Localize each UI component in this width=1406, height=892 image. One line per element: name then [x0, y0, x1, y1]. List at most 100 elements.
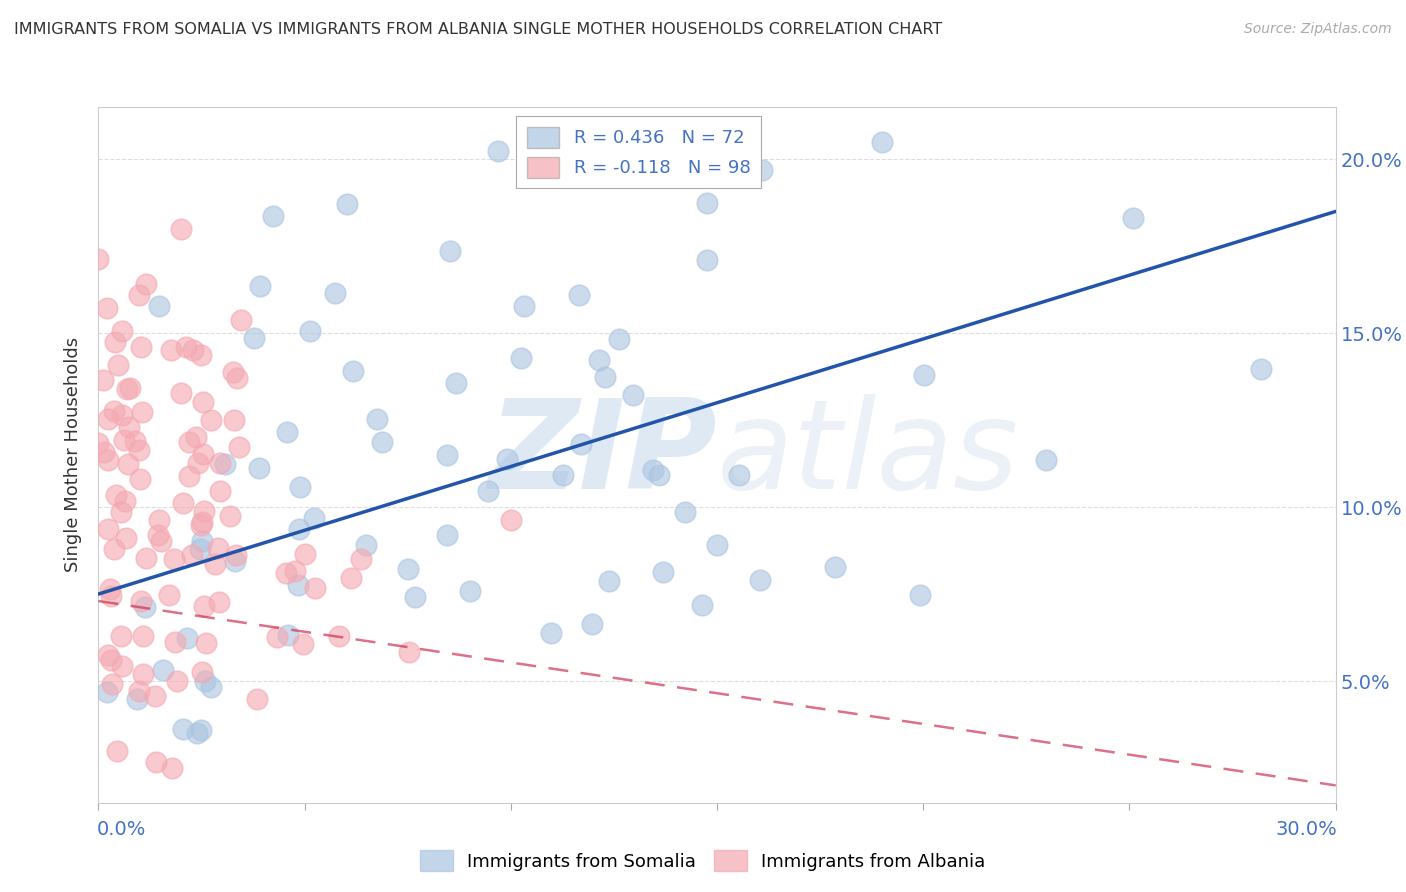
Point [170, 222, 193, 236]
Point [643, 463, 665, 477]
Point [690, 599, 713, 613]
Point [129, 593, 152, 607]
Point [302, 510, 325, 524]
Point [157, 588, 180, 602]
Point [129, 341, 152, 355]
Point [148, 513, 170, 527]
Point [193, 447, 215, 461]
Point [328, 629, 350, 643]
Point [190, 723, 212, 737]
Point [513, 299, 536, 313]
Point [598, 574, 620, 588]
Point [276, 425, 298, 439]
Point [209, 483, 232, 498]
Point [190, 348, 212, 362]
Point [540, 626, 562, 640]
Point [444, 376, 467, 391]
Point [181, 343, 204, 357]
Point [176, 631, 198, 645]
Point [132, 629, 155, 643]
Point [291, 637, 314, 651]
Point [100, 677, 122, 691]
Point [299, 325, 322, 339]
Point [179, 435, 201, 450]
Point [190, 518, 212, 533]
Point [166, 674, 188, 689]
Point [1250, 361, 1272, 376]
Point [145, 756, 167, 770]
Point [103, 404, 125, 418]
Point [398, 645, 420, 659]
Point [200, 412, 222, 426]
Point [706, 538, 728, 552]
Point [356, 538, 378, 552]
Point [304, 581, 326, 595]
Point [225, 548, 247, 562]
Point [824, 559, 846, 574]
Point [495, 452, 517, 467]
Point [1035, 453, 1057, 467]
Point [607, 332, 630, 346]
Point [114, 493, 136, 508]
Text: 0.0%: 0.0% [97, 821, 146, 839]
Point [174, 340, 197, 354]
Point [159, 343, 181, 357]
Point [366, 412, 388, 426]
Point [288, 480, 311, 494]
Point [294, 547, 316, 561]
Point [204, 557, 226, 571]
Point [193, 599, 215, 613]
Point [208, 456, 231, 470]
Point [165, 635, 187, 649]
Point [569, 436, 592, 450]
Point [135, 277, 157, 291]
Point [193, 504, 215, 518]
Point [242, 331, 264, 345]
Point [274, 566, 297, 580]
Point [124, 434, 146, 448]
Point [132, 666, 155, 681]
Point [111, 659, 134, 673]
Point [143, 690, 166, 704]
Point [148, 528, 170, 542]
Text: atlas: atlas [717, 394, 1019, 516]
Point [179, 469, 201, 483]
Point [266, 630, 288, 644]
Point [648, 467, 671, 482]
Point [323, 286, 346, 301]
Point [436, 448, 458, 462]
Y-axis label: Single Mother Households: Single Mother Households [65, 337, 83, 573]
Point [105, 744, 128, 758]
Point [439, 244, 461, 258]
Point [111, 324, 134, 338]
Point [1122, 211, 1144, 225]
Point [128, 442, 150, 457]
Point [110, 629, 132, 643]
Point [97, 411, 120, 425]
Point [262, 209, 284, 223]
Point [129, 472, 152, 486]
Point [249, 279, 271, 293]
Point [225, 370, 247, 384]
Point [87, 436, 110, 450]
Point [91, 373, 114, 387]
Point [477, 484, 499, 499]
Point [186, 726, 208, 740]
Point [100, 652, 122, 666]
Point [103, 542, 125, 557]
Point [912, 368, 935, 382]
Point [553, 467, 575, 482]
Point [396, 562, 419, 576]
Point [114, 433, 136, 447]
Point [247, 461, 270, 475]
Point [131, 404, 153, 418]
Point [336, 197, 359, 211]
Point [751, 163, 773, 178]
Point [288, 522, 311, 536]
Point [100, 589, 122, 603]
Point [908, 589, 931, 603]
Point [486, 144, 509, 158]
Text: IMMIGRANTS FROM SOMALIA VS IMMIGRANTS FROM ALBANIA SINGLE MOTHER HOUSEHOLDS CORR: IMMIGRANTS FROM SOMALIA VS IMMIGRANTS FR… [14, 22, 942, 37]
Text: ZIP: ZIP [488, 394, 717, 516]
Point [748, 574, 770, 588]
